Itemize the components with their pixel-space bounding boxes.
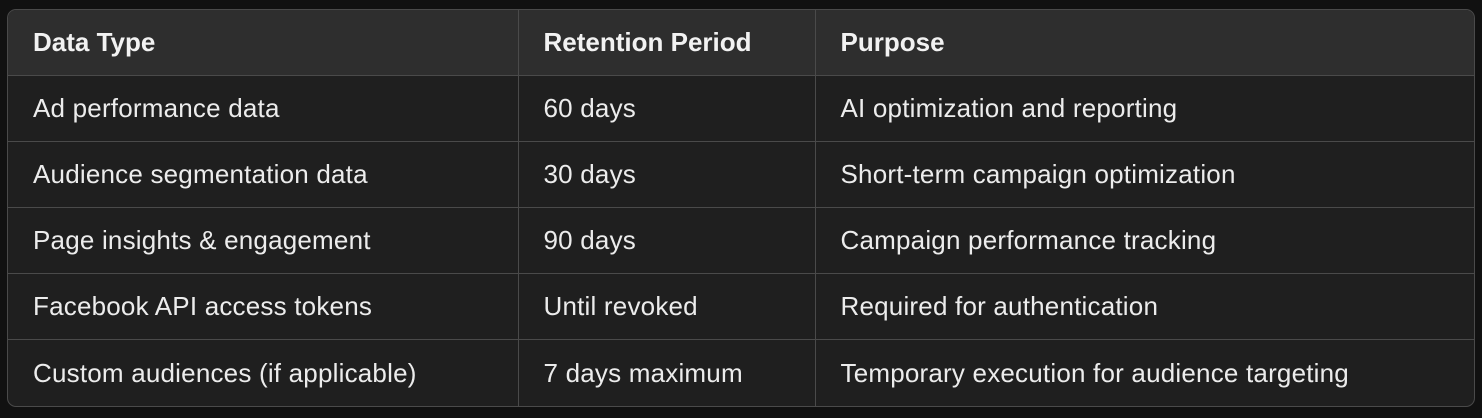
cell-data-type: Facebook API access tokens xyxy=(8,273,519,341)
table-row: Audience segmentation data 30 days Short… xyxy=(8,141,1474,208)
cell-purpose: Required for authentication xyxy=(815,273,1474,341)
table-header: Data Type Retention Period Purpose xyxy=(8,10,1474,76)
cell-retention-period: 7 days maximum xyxy=(518,339,816,406)
column-header-retention-period: Retention Period xyxy=(518,10,816,76)
cell-data-type: Ad performance data xyxy=(8,75,519,142)
cell-purpose: Short-term campaign optimization xyxy=(815,141,1474,208)
cell-retention-period: 90 days xyxy=(518,207,816,275)
header-row: Data Type Retention Period Purpose xyxy=(8,10,1474,76)
cell-purpose: Temporary execution for audience targeti… xyxy=(840,357,1349,388)
table-body: Ad performance data 60 days AI optimizat… xyxy=(8,75,1474,406)
cell-purpose: Campaign performance tracking xyxy=(815,207,1474,275)
cell-retention-period: Until revoked xyxy=(518,273,816,341)
cell-retention-period: 60 days xyxy=(518,75,816,142)
cell-retention-period: 30 days xyxy=(518,141,816,208)
column-header-data-type: Data Type xyxy=(8,10,519,76)
cell-data-type: Audience segmentation data xyxy=(8,141,519,208)
table-row: Ad performance data 60 days AI optimizat… xyxy=(8,75,1474,142)
cell-purpose: AI optimization and reporting xyxy=(815,75,1474,142)
cell-data-type: Custom audiences (if applicable) xyxy=(8,339,519,406)
data-retention-table-container: Data Type Retention Period Purpose Ad pe… xyxy=(7,9,1475,407)
data-retention-table: Data Type Retention Period Purpose Ad pe… xyxy=(8,10,1474,406)
table-row: Facebook API access tokens Until revoked… xyxy=(8,273,1474,341)
column-header-purpose: Purpose xyxy=(815,10,1474,76)
table-row: Page insights & engagement 90 days Campa… xyxy=(8,207,1474,275)
cell-data-type: Page insights & engagement xyxy=(8,207,519,275)
table-row: Custom audiences (if applicable) 7 days … xyxy=(8,339,1474,406)
